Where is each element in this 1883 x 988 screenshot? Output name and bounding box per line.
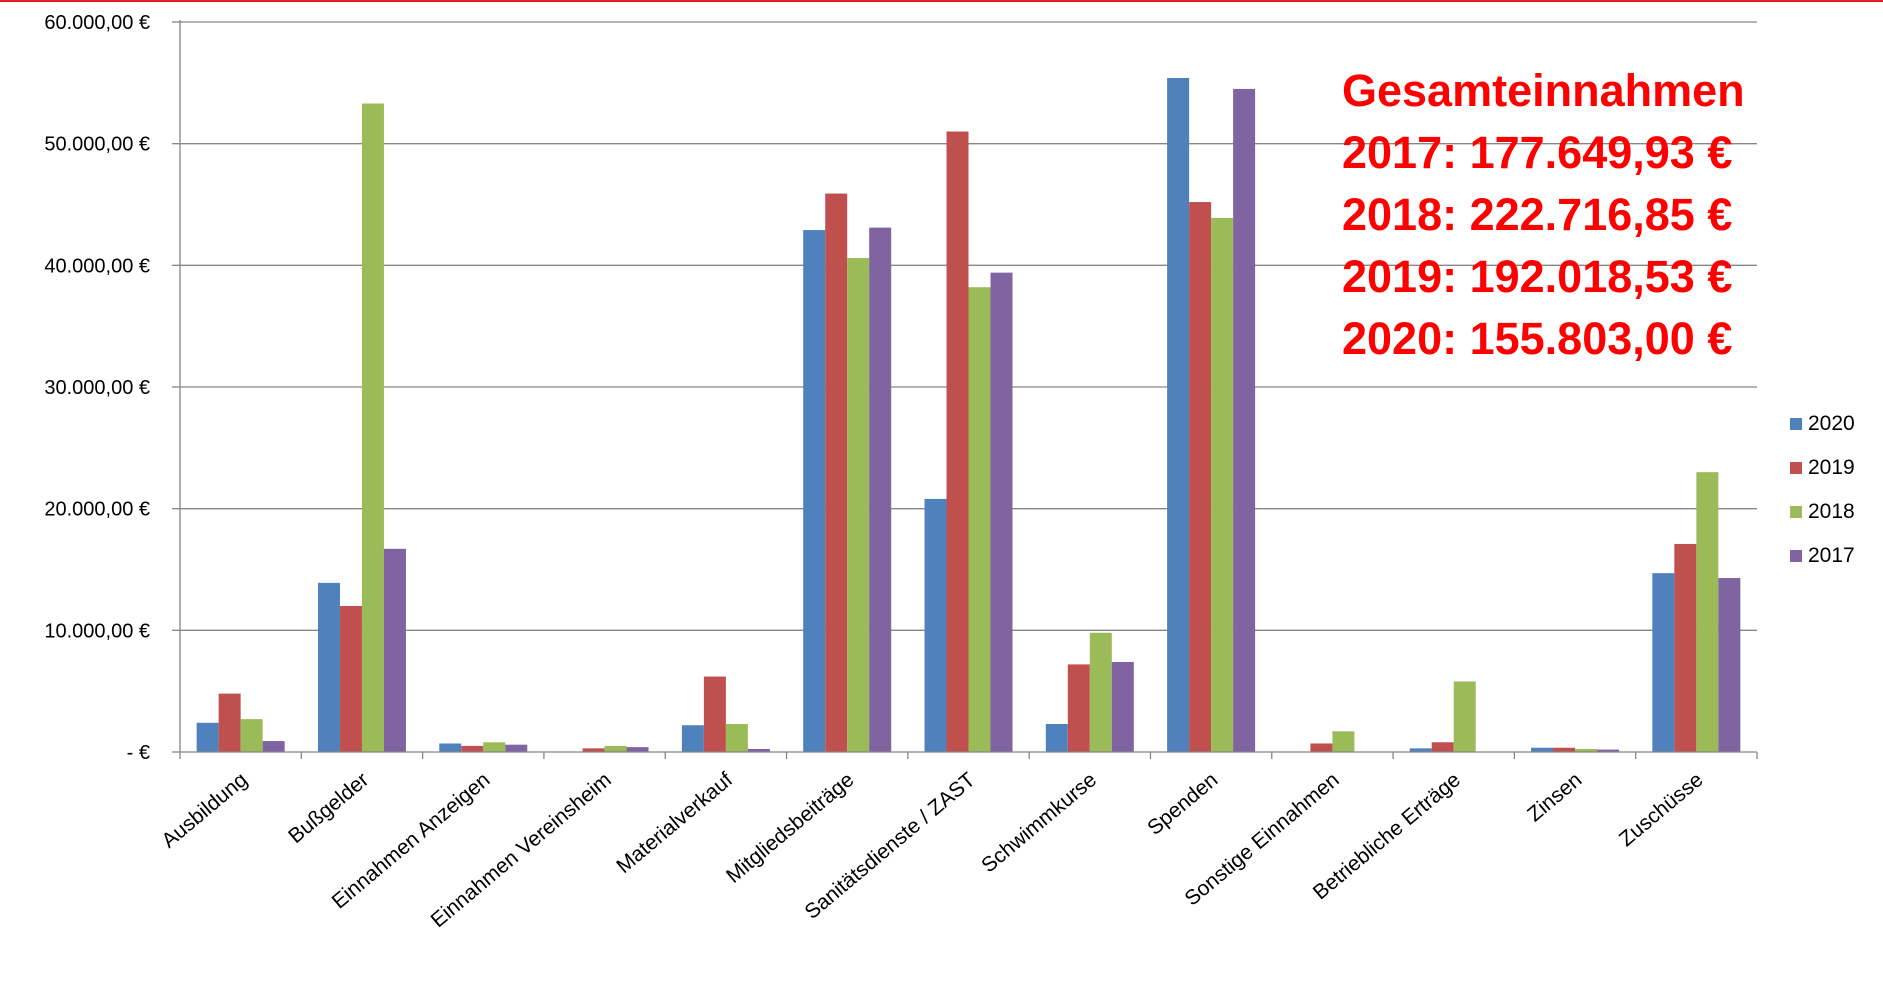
bar-2018-1 bbox=[361, 103, 384, 753]
bar-2020-12 bbox=[1652, 573, 1675, 752]
bar-2020-0 bbox=[196, 722, 219, 752]
bar-2019-10 bbox=[1431, 742, 1454, 752]
totals-2017: 2017: 177.649,93 € bbox=[1342, 127, 1733, 178]
bar-2020-8 bbox=[1167, 77, 1190, 752]
y-tick-label: 60.000,00 € bbox=[44, 12, 150, 34]
x-tick-label: Zinsen bbox=[1523, 768, 1586, 826]
y-tick-label: 40.000,00 € bbox=[44, 255, 150, 277]
bar-2020-2 bbox=[439, 743, 462, 752]
totals-2020: 2020: 155.803,00 € bbox=[1342, 313, 1733, 364]
bar-2018-5 bbox=[847, 258, 870, 752]
x-tick-label: Zuschüsse bbox=[1615, 768, 1708, 851]
bar-2018-9 bbox=[1332, 731, 1355, 752]
x-tick-label: Mitgliedsbeiträge bbox=[722, 768, 858, 888]
totals-2019: 2019: 192.018,53 € bbox=[1342, 251, 1733, 302]
legend-swatch-2017 bbox=[1790, 550, 1802, 562]
x-tick-label: Bußgelder bbox=[284, 768, 373, 848]
bar-2019-6 bbox=[946, 131, 969, 752]
top-divider-line bbox=[0, 0, 1883, 2]
totals-annotation: Gesamteinnahmen 2017: 177.649,93 € 2018:… bbox=[1342, 60, 1745, 370]
bars bbox=[196, 77, 1741, 753]
bar-2020-5 bbox=[803, 230, 826, 753]
bar-2017-12 bbox=[1718, 578, 1741, 752]
bar-2017-8 bbox=[1233, 88, 1256, 752]
bar-2019-8 bbox=[1189, 202, 1212, 753]
axes bbox=[172, 20, 1758, 759]
bar-2017-4 bbox=[747, 748, 770, 752]
bar-2019-3 bbox=[582, 748, 605, 752]
y-tick-label: 50.000,00 € bbox=[44, 134, 150, 156]
bar-2018-3 bbox=[604, 745, 627, 752]
bar-2018-12 bbox=[1696, 472, 1719, 752]
legend-swatch-2018 bbox=[1790, 506, 1802, 518]
bar-2017-0 bbox=[262, 741, 285, 752]
bar-2020-10 bbox=[1409, 748, 1432, 752]
legend-label-2018: 2018 bbox=[1808, 500, 1855, 523]
bar-2020-1 bbox=[317, 582, 340, 752]
bar-2018-11 bbox=[1575, 748, 1598, 752]
bar-2018-4 bbox=[725, 724, 748, 752]
y-tick-label: 30.000,00 € bbox=[44, 377, 150, 399]
bar-2019-0 bbox=[218, 693, 241, 752]
x-tick-label: Materialverkauf bbox=[612, 768, 737, 878]
legend-label-2017: 2017 bbox=[1808, 544, 1855, 567]
bar-2017-1 bbox=[383, 548, 406, 752]
bar-2019-2 bbox=[461, 745, 484, 752]
bar-2018-0 bbox=[240, 719, 263, 752]
bar-2017-3 bbox=[626, 747, 649, 752]
bar-2017-6 bbox=[990, 272, 1013, 752]
legend-label-2019: 2019 bbox=[1808, 456, 1855, 479]
legend: 2020 2019 2018 2017 bbox=[1790, 412, 1855, 567]
bar-2020-7 bbox=[1045, 724, 1068, 752]
legend-label-2020: 2020 bbox=[1808, 412, 1855, 435]
x-tick-label: Spenden bbox=[1143, 768, 1222, 840]
bar-2017-5 bbox=[869, 227, 892, 752]
bar-2019-7 bbox=[1067, 664, 1090, 752]
bar-2018-8 bbox=[1211, 217, 1234, 753]
bar-2017-7 bbox=[1111, 661, 1134, 752]
bar-2019-11 bbox=[1553, 747, 1576, 752]
y-tick-label: 20.000,00 € bbox=[44, 499, 150, 521]
legend-swatch-2020 bbox=[1790, 418, 1802, 430]
bar-2020-4 bbox=[681, 725, 704, 752]
bar-2017-2 bbox=[505, 744, 528, 752]
bar-2019-9 bbox=[1310, 743, 1333, 752]
bar-2018-10 bbox=[1453, 681, 1476, 752]
bar-2018-7 bbox=[1089, 632, 1112, 752]
y-tick-label: - € bbox=[127, 742, 150, 764]
x-tick-label: Schwimmkurse bbox=[977, 768, 1101, 877]
bar-2020-11 bbox=[1531, 747, 1554, 752]
bar-2017-11 bbox=[1597, 749, 1620, 752]
bar-2019-1 bbox=[339, 606, 362, 752]
bar-2020-6 bbox=[924, 498, 947, 752]
x-tick-label: Ausbildung bbox=[157, 768, 251, 852]
bar-2019-12 bbox=[1674, 543, 1697, 752]
legend-swatch-2019 bbox=[1790, 462, 1802, 474]
bar-2019-5 bbox=[825, 193, 848, 753]
bar-2018-6 bbox=[968, 287, 991, 752]
totals-2018: 2018: 222.716,85 € bbox=[1342, 189, 1733, 240]
gridlines bbox=[180, 21, 1757, 631]
totals-heading: Gesamteinnahmen bbox=[1342, 65, 1745, 116]
y-tick-labels: - € 10.000,00 € 20.000,00 € 30.000,00 € 40.0… bbox=[44, 12, 150, 764]
bar-2019-4 bbox=[703, 676, 726, 752]
y-tick-label: 10.000,00 € bbox=[44, 620, 150, 642]
bar-2018-2 bbox=[483, 742, 506, 752]
